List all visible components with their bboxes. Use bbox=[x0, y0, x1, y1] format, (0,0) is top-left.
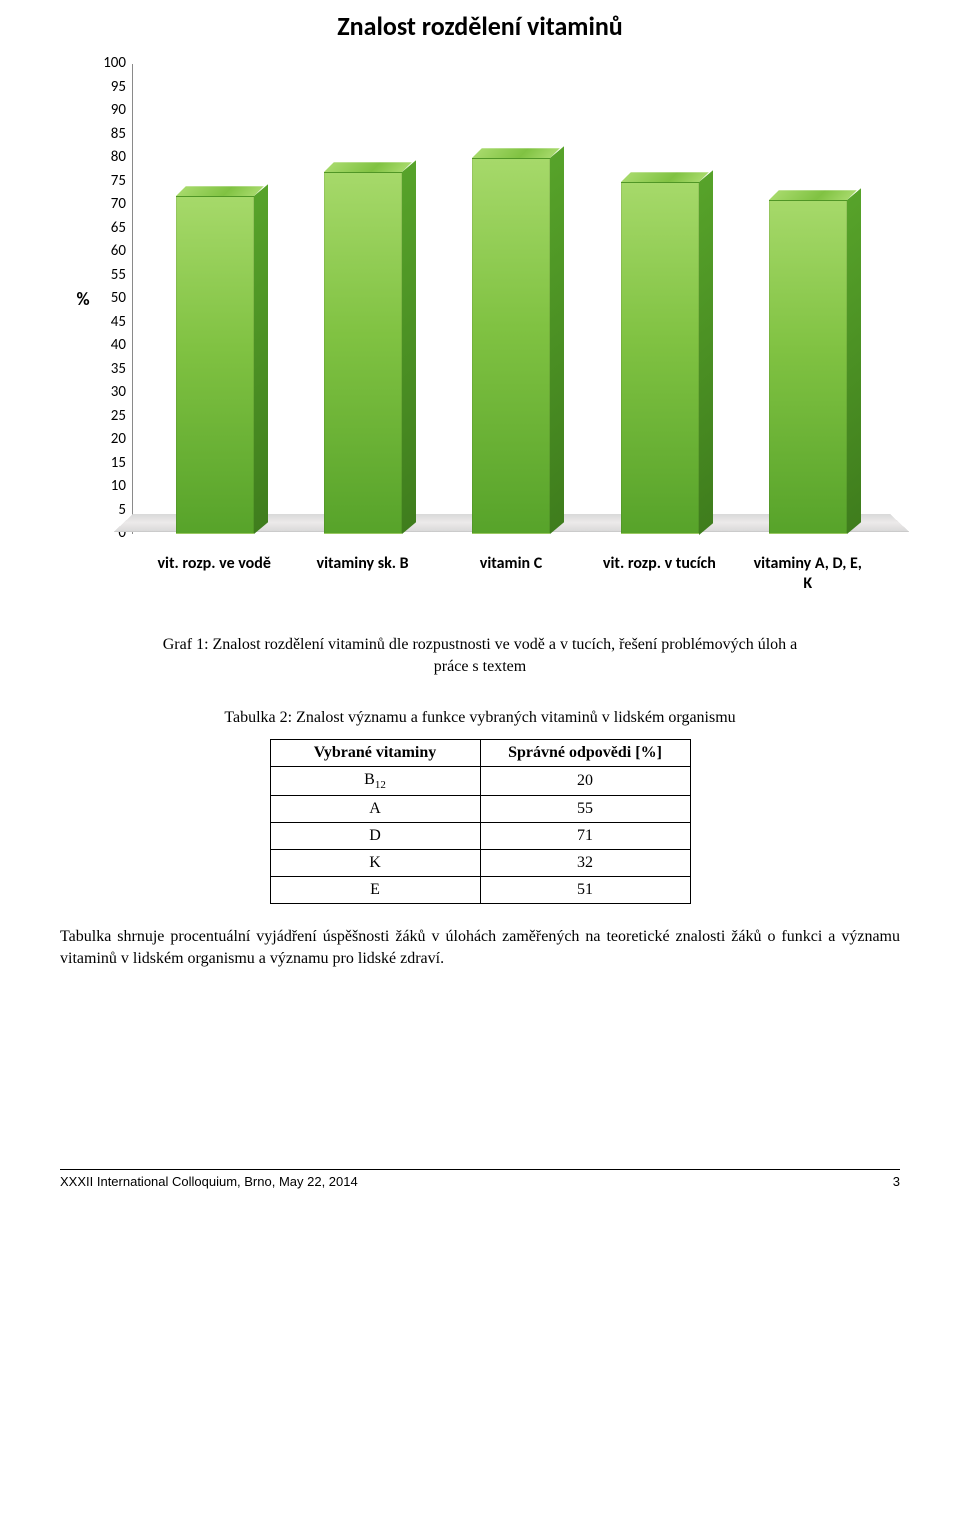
bars-row bbox=[133, 64, 890, 534]
footer-left: XXXII International Colloquium, Brno, Ma… bbox=[60, 1174, 358, 1189]
table-cell-value: 51 bbox=[480, 876, 690, 903]
bar-side bbox=[699, 170, 713, 534]
bar-side bbox=[550, 146, 564, 534]
data-table: Vybrané vitaminy Správné odpovědi [%] B1… bbox=[270, 739, 691, 904]
caption-prefix: Tabulka 2: bbox=[224, 709, 296, 726]
table-cell-label: A bbox=[270, 795, 480, 822]
bar bbox=[472, 158, 550, 534]
bar-chart: Znalost rozdělení vitaminů % 10095908580… bbox=[70, 0, 890, 594]
table-row: A55 bbox=[270, 795, 690, 822]
caption-text: Znalost rozdělení vitaminů dle rozpustno… bbox=[213, 636, 798, 675]
bar-side bbox=[402, 160, 416, 534]
bar bbox=[176, 196, 254, 534]
bar-front bbox=[324, 172, 402, 534]
table-row: D71 bbox=[270, 822, 690, 849]
chart-title: Znalost rozdělení vitaminů bbox=[70, 0, 890, 64]
chart-caption: Graf 1: Znalost rozdělení vitaminů dle r… bbox=[160, 634, 800, 679]
bar-front bbox=[769, 200, 847, 534]
bar-top bbox=[769, 190, 857, 200]
page-footer: XXXII International Colloquium, Brno, Ma… bbox=[60, 1169, 900, 1189]
y-axis-unit: % bbox=[70, 64, 96, 534]
bar-front bbox=[472, 158, 550, 534]
table-cell-label: B12 bbox=[270, 766, 480, 795]
x-label: vitamin C bbox=[452, 554, 570, 594]
bar-top bbox=[324, 162, 412, 172]
table-caption: Tabulka 2: Znalost významu a funkce vybr… bbox=[60, 709, 900, 727]
bar bbox=[621, 182, 699, 535]
bar-side bbox=[254, 184, 268, 534]
table-cell-label: E bbox=[270, 876, 480, 903]
chart-body: % 10095908580757065605550454035302520151… bbox=[70, 64, 890, 534]
table-cell-label: D bbox=[270, 822, 480, 849]
plot-area bbox=[132, 64, 890, 534]
bar bbox=[769, 200, 847, 534]
table-cell-value: 71 bbox=[480, 822, 690, 849]
y-axis: 1009590858075706560555045403530252015105… bbox=[96, 64, 132, 534]
table-cell-value: 20 bbox=[480, 766, 690, 795]
table-cell-value: 55 bbox=[480, 795, 690, 822]
footer-page-number: 3 bbox=[893, 1174, 900, 1189]
bar-side bbox=[847, 189, 861, 534]
table-header-cell: Správné odpovědi [%] bbox=[480, 739, 690, 766]
bar-front bbox=[176, 196, 254, 534]
x-label: vit. rozp. v tucích bbox=[600, 554, 718, 594]
table-row: B1220 bbox=[270, 766, 690, 795]
table-header-cell: Vybrané vitaminy bbox=[270, 739, 480, 766]
table-cell-value: 32 bbox=[480, 849, 690, 876]
table-row: K32 bbox=[270, 849, 690, 876]
caption-text: Znalost významu a funkce vybraných vitam… bbox=[296, 709, 736, 726]
caption-prefix: Graf 1: bbox=[163, 636, 213, 653]
table-cell-label: K bbox=[270, 849, 480, 876]
bar bbox=[324, 172, 402, 534]
bar-top bbox=[472, 148, 560, 158]
x-label: vitaminy A, D, E, K bbox=[749, 554, 867, 594]
x-label: vitaminy sk. B bbox=[304, 554, 422, 594]
bar-front bbox=[621, 182, 699, 535]
bar-top bbox=[621, 172, 709, 182]
bar-top bbox=[176, 186, 264, 196]
summary-paragraph: Tabulka shrnuje procentuální vyjádření ú… bbox=[60, 926, 900, 969]
table-header-row: Vybrané vitaminy Správné odpovědi [%] bbox=[270, 739, 690, 766]
x-label: vit. rozp. ve vodě bbox=[155, 554, 273, 594]
table-row: E51 bbox=[270, 876, 690, 903]
x-axis: vit. rozp. ve vodě vitaminy sk. B vitamin … bbox=[132, 534, 890, 594]
